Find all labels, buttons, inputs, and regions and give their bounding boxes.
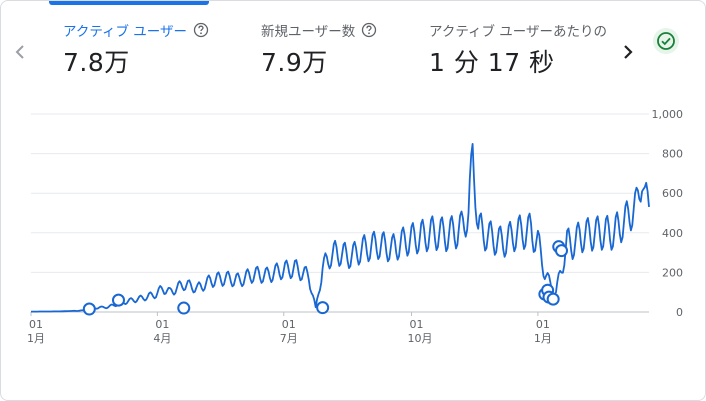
metric-label-text: アクティブ ユーザーあたりの [429,24,608,40]
x-tick-label-day: 01 [29,318,43,331]
y-tick-label: 0 [676,306,683,319]
metric-label: アクティブ ユーザー [63,19,209,41]
x-tick-label-day: 01 [536,318,550,331]
y-tick-label: 800 [662,148,683,161]
x-tick-label-month: 1月 [27,332,45,345]
next-button[interactable] [619,41,637,63]
x-tick-label-day: 01 [282,318,296,331]
metric-value: 1 分 17 秒 [429,48,555,77]
annotation-marker[interactable] [316,301,330,315]
active-tab-indicator [49,1,209,5]
annotation-marker[interactable] [177,301,191,315]
check-circle-icon [657,32,675,50]
annotation-layer [82,240,569,316]
grid-layer [31,113,649,313]
metric-label-text: アクティブ ユーザー [63,24,188,40]
series-layer [31,142,650,313]
y-tick-label: 1,000 [652,108,684,121]
y-tick-label: 200 [662,266,683,279]
x-tick-label-day: 01 [155,318,169,331]
metric-label-text: 新規ユーザー数 [261,24,356,40]
annotation-marker[interactable] [111,293,125,307]
metric-label: アクティブ ユーザーあたりの [429,19,607,41]
x-tick-label-day: 01 [410,318,424,331]
x-tick-label-month: 10月 [408,332,433,345]
status-badge[interactable] [653,28,679,54]
metric-value: 7.8万 [63,48,130,77]
chevron-right-icon [624,45,633,59]
y-tick-label: 600 [662,187,683,200]
metric-value: 7.9万 [261,48,328,77]
metric-tab-active-users[interactable]: アクティブ ユーザー 7.8万 [63,19,209,79]
x-tick-label-month: 4月 [153,332,171,345]
y-axis: 0 200 400 600 800 1,000 [652,108,684,319]
prev-button[interactable] [11,41,29,63]
help-circle-icon[interactable] [193,22,209,38]
y-tick-label: 400 [662,227,683,240]
annotation-marker[interactable] [555,244,569,258]
x-tick-label-month: 7月 [280,332,298,345]
series-line [31,142,650,313]
help-circle-icon[interactable] [361,22,377,38]
metric-tab-new-users[interactable]: 新規ユーザー数 7.9万 [261,19,377,79]
chevron-left-icon [15,45,24,59]
annotation-marker[interactable] [546,292,560,306]
annotation-marker[interactable] [82,302,96,316]
metric-label: 新規ユーザー数 [261,19,377,41]
metric-tab-engagement-time[interactable]: アクティブ ユーザーあたりの 1 分 17 秒 [429,19,607,79]
x-tick-label-month: 1月 [534,332,552,345]
